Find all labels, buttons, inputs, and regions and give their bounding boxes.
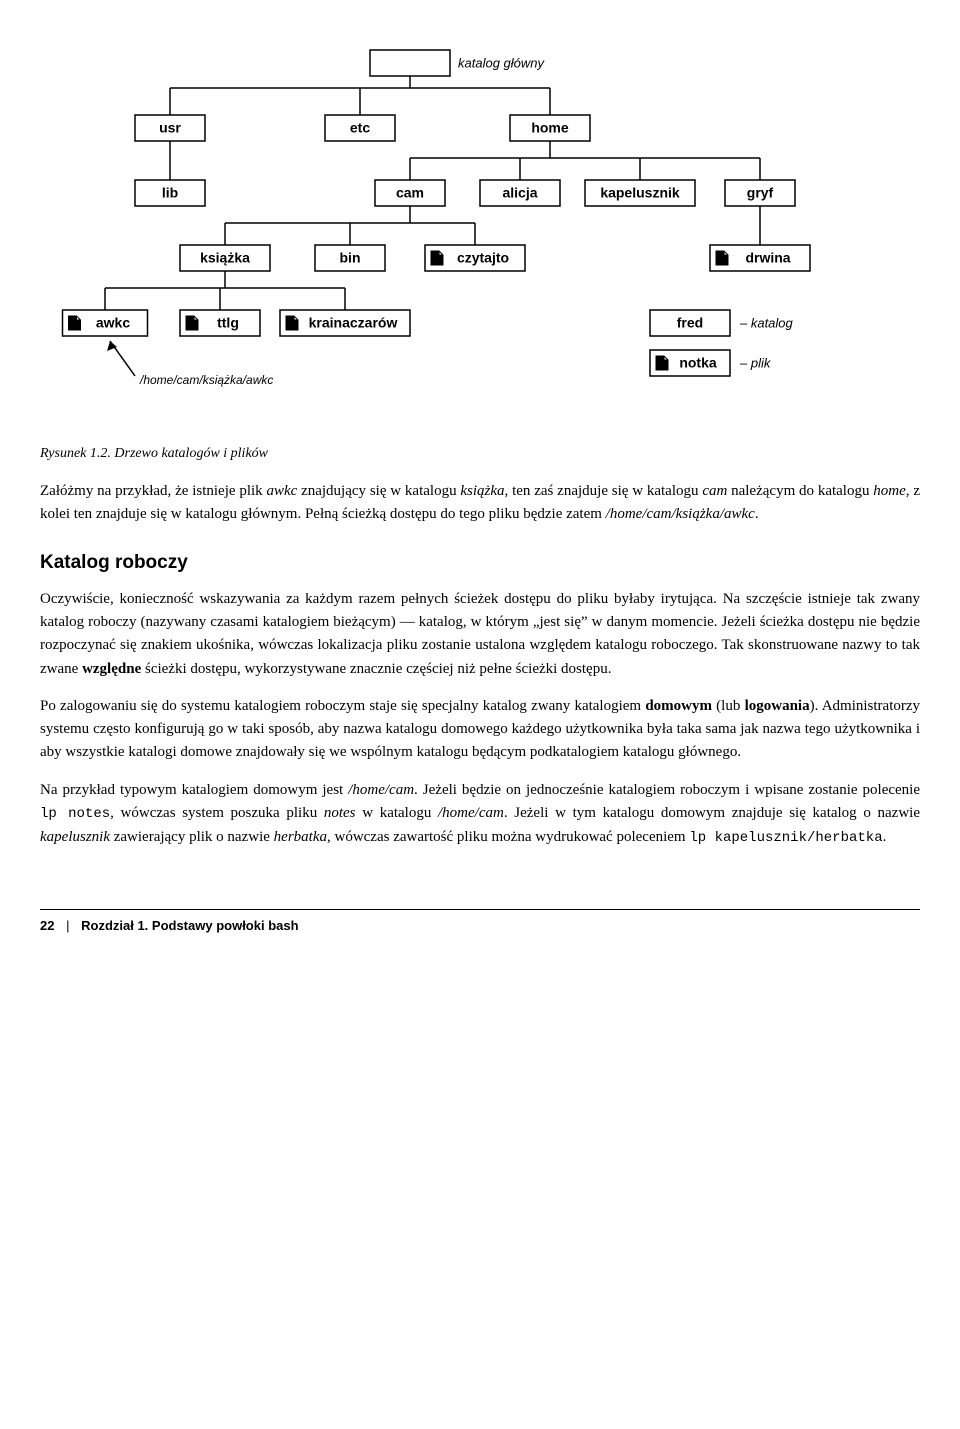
svg-text:usr: usr (159, 120, 181, 136)
svg-text:/home/cam/książka/awkc: /home/cam/książka/awkc (139, 373, 273, 387)
paragraph-3: Po zalogowaniu się do systemu katalogiem… (40, 695, 920, 765)
page-footer: 22 | Rozdział 1. Podstawy powłoki bash (40, 909, 920, 936)
svg-text:awkc: awkc (96, 315, 130, 331)
paragraph-4: Na przykład typowym katalogiem domowym j… (40, 779, 920, 850)
svg-text:katalog główny: katalog główny (458, 55, 545, 70)
svg-text:alicja: alicja (502, 185, 537, 201)
svg-text:lib: lib (162, 185, 178, 201)
svg-text:home: home (531, 120, 569, 136)
paragraph-1: Załóżmy na przykład, że istnieje plik aw… (40, 480, 920, 527)
svg-text:etc: etc (350, 120, 370, 136)
page-number: 22 (40, 918, 54, 933)
chapter-title: Rozdział 1. Podstawy powłoki bash (81, 918, 298, 933)
svg-text:ttlg: ttlg (217, 315, 239, 331)
svg-text:kapelusznik: kapelusznik (600, 185, 680, 201)
svg-text:krainaczarów: krainaczarów (309, 315, 398, 331)
svg-text:fred: fred (677, 315, 703, 331)
figure-caption: Rysunek 1.2. Drzewo katalogów i plików (40, 443, 920, 465)
svg-text:drwina: drwina (745, 250, 790, 266)
paragraph-2: Oczywiście, konieczność wskazywania za k… (40, 588, 920, 681)
svg-text:notka: notka (679, 355, 717, 371)
section-heading: Katalog roboczy (40, 548, 920, 577)
svg-text:cam: cam (396, 185, 424, 201)
svg-text:gryf: gryf (747, 185, 774, 201)
svg-text:– katalog: – katalog (739, 315, 794, 330)
svg-text:książka: książka (200, 250, 250, 266)
tree-diagram: katalog główny usr etc home lib cam alicja kape… (40, 30, 920, 418)
svg-text:– plik: – plik (739, 355, 772, 370)
svg-text:bin: bin (340, 250, 361, 266)
svg-text:czytajto: czytajto (457, 250, 509, 266)
